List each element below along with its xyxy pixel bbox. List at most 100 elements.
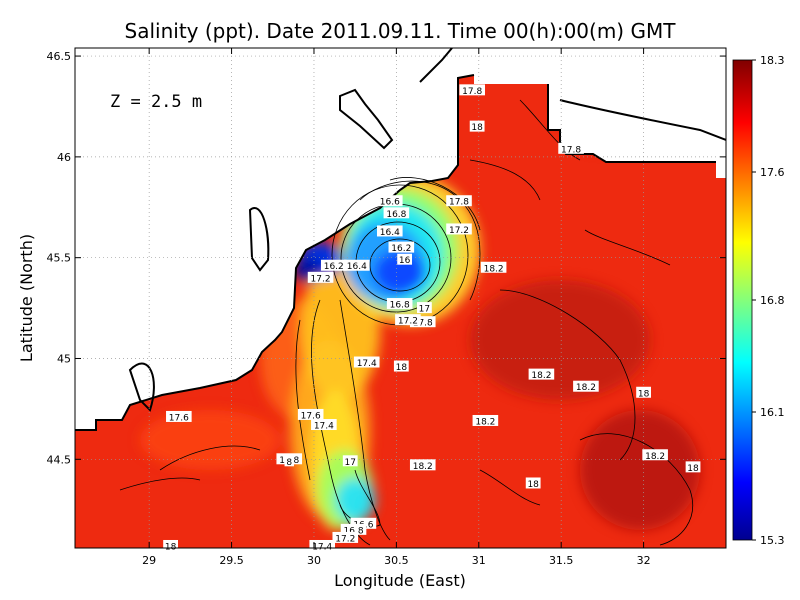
contour-label: 17.4 <box>314 422 334 432</box>
contour-label-bg <box>297 408 324 420</box>
contour-label-bg <box>525 477 541 489</box>
contour-label-bg <box>163 539 178 551</box>
contour-label-bg <box>307 271 334 283</box>
x-axis: 29 29.5 30 30.5 31 31.5 32 <box>142 48 651 567</box>
contour-label-bg <box>469 120 485 132</box>
contour-label-bg <box>350 517 377 529</box>
contour-label: 17.2 <box>311 274 331 284</box>
contour-label-bg <box>528 368 555 380</box>
x-axis-label: Longitude (East) <box>334 571 466 590</box>
contour-label-bg <box>395 314 421 326</box>
contour-label: 16.2 <box>324 262 344 272</box>
y-tick-label: 46.5 <box>47 50 72 63</box>
colorbar-tick-label: 17.6 <box>760 166 785 179</box>
contour-label: 18.2 <box>484 264 504 274</box>
colorbar <box>732 59 753 541</box>
contour-label: 17.2 <box>335 534 355 544</box>
contour-label-bg <box>332 531 359 543</box>
contour-label: 17.4 <box>357 359 377 369</box>
contour-label: 18.2 <box>645 452 665 462</box>
contour-label: 16.2 <box>391 244 411 254</box>
contour-label: 17.4 <box>312 542 332 552</box>
contour-label: 16.4 <box>380 228 400 238</box>
contour-label: 16.8 <box>386 210 406 220</box>
contour-label-bg <box>397 253 413 265</box>
y-axis-label: Latitude (North) <box>17 234 36 362</box>
contour-label-bg <box>388 241 415 253</box>
contour-label-bg <box>393 360 409 372</box>
x-tick-label: 29.5 <box>219 554 244 567</box>
depth-annotation: Z = 2.5 m <box>110 92 202 112</box>
contour-label: 17.8 <box>462 87 482 97</box>
x-tick-label: 32 <box>637 554 651 567</box>
plot-area <box>75 48 726 548</box>
contour-label: 17 <box>419 305 430 315</box>
contour-label-bg <box>353 356 380 368</box>
contour-label: 18 <box>687 464 699 474</box>
contour-label: 16.6 <box>380 198 400 208</box>
contour-label: 16.4 <box>347 262 367 272</box>
contour-label-bg <box>446 223 472 235</box>
x-tick-label: 30 <box>307 554 321 567</box>
contour-label-bg <box>446 195 472 207</box>
contour-label-bg <box>472 414 499 426</box>
contour-label: 17.2 <box>398 317 418 327</box>
grid-lines <box>75 48 726 548</box>
contour-label-bg <box>386 298 413 310</box>
x-tick-label: 31 <box>472 554 486 567</box>
contour-label: 18.2 <box>475 417 495 427</box>
contour-label: 17.6 <box>169 413 189 423</box>
contour-label: 16.8 <box>390 301 410 311</box>
x-tick-label: 31.5 <box>549 554 574 567</box>
contour-label: 18 <box>527 480 539 490</box>
colorbar-tick-label: 18.3 <box>760 54 785 67</box>
contour-label: 17.6 <box>301 411 321 421</box>
colorbar-tick-label: 15.3 <box>760 534 785 547</box>
contour-label-bg <box>459 84 485 96</box>
y-axis: 44.5 45 45.5 46 46.5 <box>47 50 726 466</box>
contour-label-bg <box>309 539 336 551</box>
contour-label-bg <box>685 461 701 473</box>
plot-frame <box>74 47 727 549</box>
contour-label: 17.8 <box>449 198 469 208</box>
contour-label-bg <box>342 455 358 467</box>
colorbar-ticks: 15.3 16.1 16.8 17.6 18.3 <box>752 54 785 547</box>
contour-label-bg <box>376 195 403 207</box>
contour-label-bg <box>558 142 584 154</box>
contour-label: 8 <box>286 458 292 468</box>
colorbar-tick-label: 16.8 <box>760 294 785 307</box>
contour-label: 17.8 <box>561 145 581 155</box>
contour-label-bg <box>409 316 436 328</box>
contour-label-bg <box>344 259 370 271</box>
colorbar-tick-label: 16.1 <box>760 406 785 419</box>
chart-title: Salinity (ppt). Date 2011.09.11. Time 00… <box>125 19 677 43</box>
x-tick-label: 29 <box>142 554 156 567</box>
y-tick-label: 45 <box>57 352 71 365</box>
contour-label: 18.2 <box>531 371 551 381</box>
contour-label-bg <box>416 302 432 314</box>
contour-label: 18 <box>638 389 650 399</box>
contour-label: 16 <box>399 256 411 266</box>
y-tick-label: 46 <box>57 151 71 164</box>
contour-label-bg <box>636 386 651 398</box>
contour-label-bg <box>573 380 599 392</box>
contour-label: 18.2 <box>576 383 596 393</box>
contour-label: 16.8 <box>344 526 364 536</box>
contour-label-bg <box>383 207 410 219</box>
contour-label-bg <box>642 449 668 461</box>
contour-label: 18 <box>396 363 408 373</box>
coastline <box>75 48 726 431</box>
contour-label-bg <box>311 419 337 431</box>
contour-label: 18 <box>165 542 177 552</box>
y-tick-label: 44.5 <box>47 453 72 466</box>
contour-label-bg <box>340 523 367 535</box>
contour-label: 17.2 <box>449 226 469 236</box>
contour-label-bg <box>376 225 403 237</box>
contour-label-bg <box>480 261 507 273</box>
contour-label: 17 <box>345 458 356 468</box>
contour-label-bg <box>409 459 436 471</box>
contour-label-bg <box>320 259 347 271</box>
contour-label-bg <box>284 455 294 467</box>
y-tick-label: 45.5 <box>47 252 72 265</box>
